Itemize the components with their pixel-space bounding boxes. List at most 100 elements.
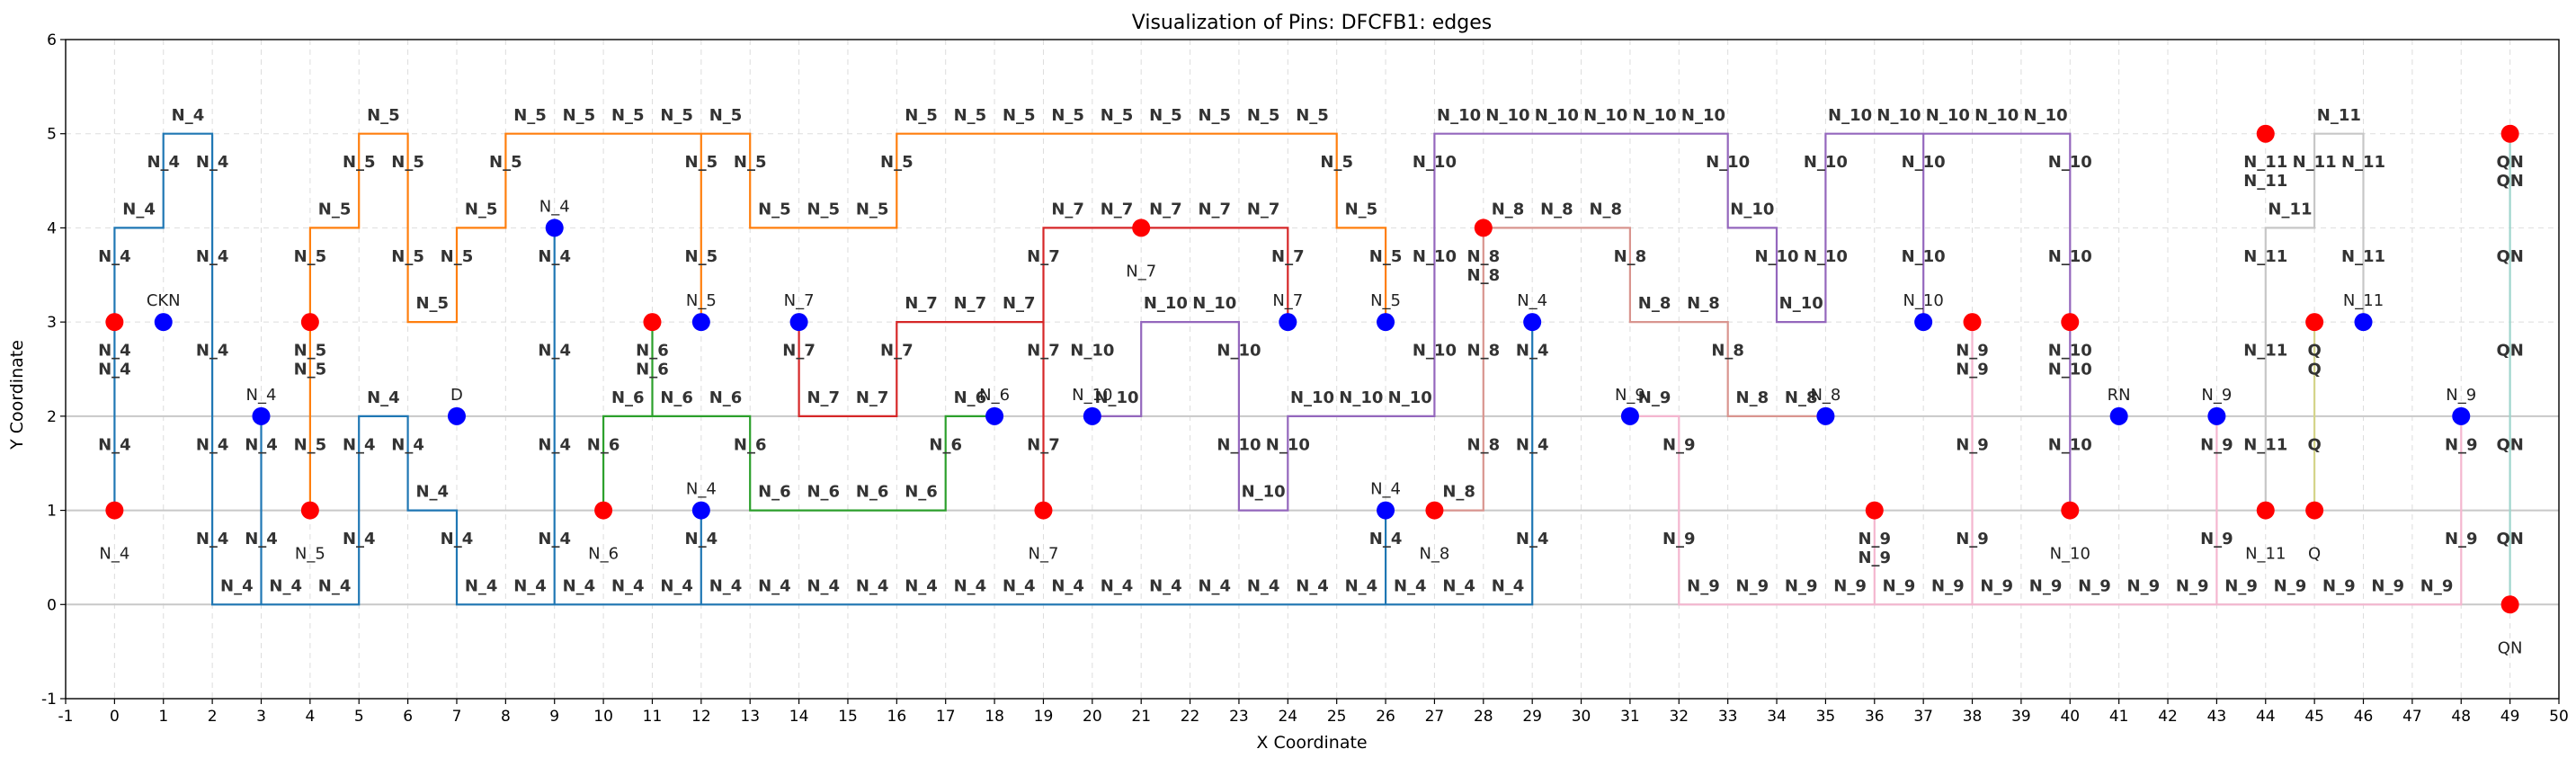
net-label: N_6 — [758, 483, 791, 502]
x-tick-label: 3 — [256, 708, 266, 726]
net-label: N_6 — [709, 388, 743, 407]
x-tick-label: 17 — [936, 708, 956, 726]
x-tick-label: 49 — [2500, 708, 2520, 726]
net-edge — [308, 132, 1387, 511]
pin-marker-blue — [1523, 313, 1542, 332]
net-label: N_4 — [1394, 576, 1427, 595]
x-tick-label: 2 — [208, 708, 218, 726]
net-label: N_6 — [905, 483, 938, 502]
pin-marker-red — [2305, 313, 2324, 332]
y-axis-label: Y Coordinate — [7, 340, 27, 450]
net-label: N_10 — [1974, 106, 2019, 125]
net-label: N_4 — [1516, 530, 1549, 548]
net-label: N_7 — [1027, 342, 1060, 361]
net-label: QN — [2496, 435, 2523, 454]
x-tick-label: 18 — [985, 708, 1004, 726]
pin-marker-red — [1474, 219, 1493, 237]
pin-label: N_4 — [99, 545, 129, 564]
net-label: N_10 — [1902, 153, 1946, 172]
y-tick-label: 3 — [47, 314, 57, 332]
pin-marker-red — [1034, 501, 1053, 520]
net-label: N_8 — [1711, 342, 1744, 361]
net-label: N_7 — [782, 342, 816, 361]
net-label: N_9 — [2445, 435, 2478, 454]
x-tick-label: 8 — [501, 708, 511, 726]
net-label: N_4 — [318, 576, 352, 595]
pin-marker-blue — [2109, 406, 2128, 425]
x-tick-label: 43 — [2207, 708, 2227, 726]
pin-marker-blue — [1377, 313, 1395, 332]
net-label: N_6 — [660, 388, 693, 407]
axes: -1 0 1 2 3 4 5 6 7 8 9 10 11 12 13 14 15 16 17 18 19 20 21 22 23… — [41, 31, 2569, 726]
net-label: N_5 — [465, 200, 498, 219]
pin-label: N_6 — [979, 386, 1010, 405]
net-label: N_4 — [196, 435, 229, 454]
net-label: N_4 — [245, 530, 278, 548]
pin-label: N_9 — [2446, 386, 2476, 405]
net-label: N_7 — [1247, 200, 1280, 219]
net-label: N_10 — [1192, 294, 1236, 313]
pin-marker-blue — [2452, 406, 2471, 425]
net-label: N_4 — [1198, 576, 1231, 595]
net-label: N_10 — [2024, 106, 2068, 125]
pin-marker-blue — [2207, 406, 2226, 425]
net-label: N_10 — [1876, 106, 1921, 125]
net-label: N_4 — [172, 106, 205, 125]
x-tick-label: 23 — [1229, 708, 1249, 726]
net-label: N_9 — [1638, 388, 1671, 407]
y-tick-label: 0 — [47, 596, 57, 614]
x-tick-label: 50 — [2549, 708, 2569, 726]
x-tick-label: 31 — [1620, 708, 1640, 726]
x-tick-label: 12 — [691, 708, 711, 726]
pin-marker-blue — [1914, 313, 1933, 332]
net-label: N_5 — [415, 294, 449, 313]
net-label: N_5 — [1149, 106, 1182, 125]
net-label: N_4 — [465, 576, 498, 595]
net-label: N_10 — [1070, 342, 1114, 361]
pin-label: RN — [2108, 386, 2131, 405]
net-label: N_5 — [441, 247, 474, 266]
net-label: N_4 — [1369, 530, 1403, 548]
x-tick-label: 25 — [1327, 708, 1347, 726]
net-label: N_4 — [954, 576, 987, 595]
net-label: N_4 — [513, 576, 547, 595]
net-label: N_4 — [196, 153, 229, 172]
net-label: N_10 — [1804, 247, 1848, 266]
net-label: N_9 — [2029, 576, 2063, 595]
x-tick-label: 36 — [1865, 708, 1885, 726]
net-label: N_7 — [1051, 200, 1084, 219]
net-label: N_9 — [2200, 435, 2233, 454]
net-label: N_9 — [1662, 530, 1696, 548]
net-label: N_5 — [1369, 247, 1403, 266]
net-label: N_10 — [1339, 388, 1383, 407]
net-label: N_4 — [1149, 576, 1182, 595]
pin-label: N_8 — [1810, 386, 1841, 405]
x-tick-label: 16 — [887, 708, 907, 726]
net-label: N_4 — [538, 342, 571, 361]
net-label: N_4 — [538, 530, 571, 548]
net-label: N_4 — [220, 576, 254, 595]
x-tick-label: 27 — [1425, 708, 1445, 726]
net-label: N_10 — [1290, 388, 1334, 407]
net-label: N_4 — [709, 576, 743, 595]
x-tick-label: 24 — [1278, 708, 1297, 726]
net-label: N_11 — [2293, 153, 2337, 172]
net-label: N_4 — [1296, 576, 1329, 595]
pin-marker-blue — [2354, 313, 2373, 332]
net-label: N_10 — [1730, 200, 1774, 219]
net-label: N_7 — [1027, 247, 1060, 266]
pin-marker-red — [2500, 595, 2519, 614]
pin-label: N_5 — [686, 291, 717, 310]
x-tick-label: 41 — [2109, 708, 2129, 726]
net-label: N_11 — [2243, 172, 2287, 191]
net-label: N_7 — [1198, 200, 1231, 219]
net-label: N_7 — [905, 294, 938, 313]
pin-marker-blue — [1377, 501, 1395, 520]
net-label: N_5 — [954, 106, 987, 125]
net-label: N_4 — [269, 576, 302, 595]
net-label: N_7 — [1271, 247, 1305, 266]
net-label: N_5 — [709, 106, 743, 125]
net-label: N_8 — [1492, 200, 1525, 219]
net-edge — [113, 132, 1534, 606]
x-tick-label: 30 — [1572, 708, 1591, 726]
